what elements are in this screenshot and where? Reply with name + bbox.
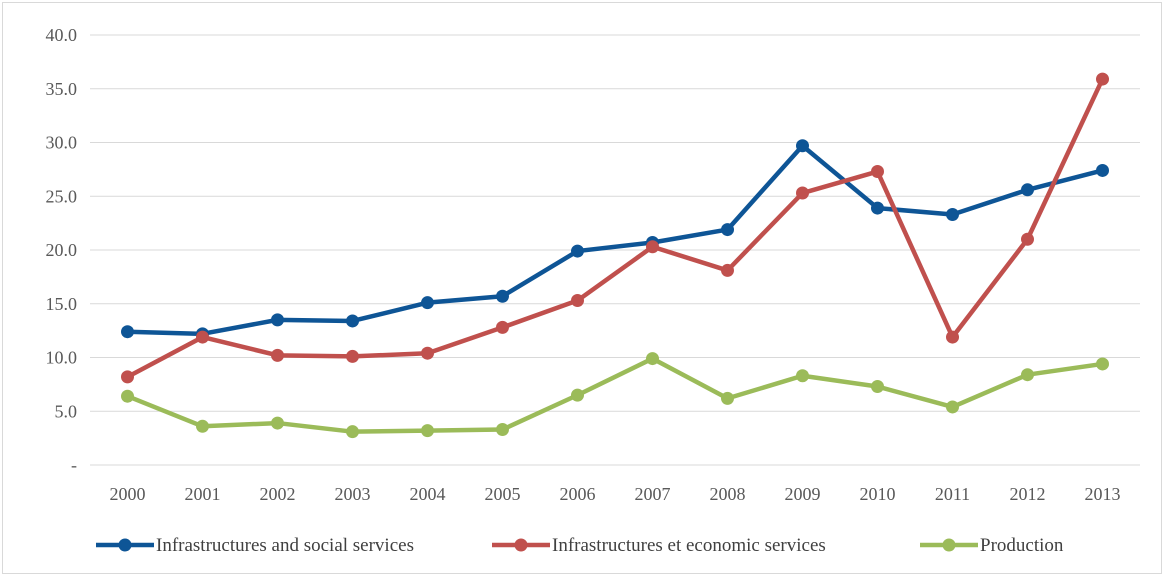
data-point xyxy=(421,346,434,360)
data-point xyxy=(271,313,284,327)
legend-marker xyxy=(514,538,528,552)
y-tick-label: 5.0 xyxy=(55,401,78,421)
data-point xyxy=(571,294,584,308)
data-point xyxy=(121,389,134,403)
series-2 xyxy=(121,72,1109,384)
series-lines xyxy=(121,72,1109,439)
data-point xyxy=(271,348,284,362)
legend-label: Production xyxy=(980,535,1064,556)
y-axis-tick-labels: - 5.0 10.0 15.0 20.0 25.0 30.0 35.0 40.0 xyxy=(46,25,78,475)
data-point xyxy=(646,240,659,254)
y-tick-label: 10.0 xyxy=(46,348,78,368)
data-point xyxy=(871,380,884,394)
x-tick-label: 2008 xyxy=(710,484,746,504)
x-tick-label: 2007 xyxy=(635,484,671,504)
data-point xyxy=(721,223,734,237)
legend-item: Production xyxy=(920,535,1064,556)
x-axis-tick-labels: 2000 2001 2002 2003 2004 2005 2006 2007 2008 2009… xyxy=(110,484,1121,504)
x-tick-label: 2000 xyxy=(110,484,146,504)
series-line xyxy=(125,76,1105,380)
series-3 xyxy=(121,352,1109,439)
y-tick-label: 30.0 xyxy=(46,133,78,153)
legend-marker xyxy=(118,538,132,552)
x-tick-label: 2012 xyxy=(1010,484,1046,504)
data-point xyxy=(1021,232,1034,246)
data-point xyxy=(421,424,434,438)
data-point xyxy=(871,201,884,215)
data-point xyxy=(1096,163,1109,177)
y-tick-label: - xyxy=(71,455,77,475)
data-point xyxy=(196,419,209,433)
data-point xyxy=(721,391,734,405)
data-point xyxy=(496,289,509,303)
data-point xyxy=(946,400,959,414)
x-tick-label: 2005 xyxy=(485,484,521,504)
x-tick-label: 2004 xyxy=(410,484,446,504)
data-point xyxy=(346,314,359,328)
data-point xyxy=(646,352,659,366)
series-1 xyxy=(121,139,1109,341)
gridlines xyxy=(90,34,1140,466)
data-point xyxy=(1096,72,1109,86)
legend-item: Infrastructures et economic services xyxy=(492,535,826,556)
data-point xyxy=(421,296,434,310)
data-point xyxy=(721,263,734,277)
legend-label: Infrastructures et economic services xyxy=(552,535,826,556)
data-point xyxy=(571,388,584,402)
x-tick-label: 2011 xyxy=(935,484,970,504)
data-point xyxy=(946,330,959,344)
data-point xyxy=(121,370,134,384)
data-point xyxy=(496,423,509,437)
data-point xyxy=(271,416,284,430)
data-point xyxy=(346,425,359,439)
data-point xyxy=(796,186,809,200)
series-line xyxy=(125,143,1105,337)
x-tick-label: 2002 xyxy=(260,484,296,504)
data-point xyxy=(346,349,359,363)
data-point xyxy=(871,165,884,179)
legend-marker xyxy=(942,538,956,552)
data-point xyxy=(496,320,509,334)
legend-label: Infrastructures and social services xyxy=(156,535,414,556)
y-tick-label: 15.0 xyxy=(46,294,78,314)
x-tick-label: 2010 xyxy=(860,484,896,504)
data-point xyxy=(1096,357,1109,371)
y-tick-label: 25.0 xyxy=(46,186,78,206)
data-point xyxy=(1021,183,1034,197)
y-tick-label: 20.0 xyxy=(46,240,78,260)
legend-item: Infrastructures and social services xyxy=(96,535,414,556)
data-point xyxy=(121,325,134,339)
x-tick-label: 2013 xyxy=(1085,484,1121,504)
x-tick-label: 2009 xyxy=(785,484,821,504)
x-tick-label: 2001 xyxy=(185,484,221,504)
series-line xyxy=(125,356,1105,434)
data-point xyxy=(571,244,584,258)
data-point xyxy=(946,208,959,222)
x-tick-label: 2006 xyxy=(560,484,596,504)
y-tick-label: 35.0 xyxy=(46,79,78,99)
legend: Infrastructures and social services Infra… xyxy=(96,535,1064,556)
y-tick-label: 40.0 xyxy=(46,25,78,45)
data-point xyxy=(1021,368,1034,382)
data-point xyxy=(796,369,809,383)
x-tick-label: 2003 xyxy=(335,484,371,504)
data-point xyxy=(796,139,809,153)
data-point xyxy=(196,330,209,344)
